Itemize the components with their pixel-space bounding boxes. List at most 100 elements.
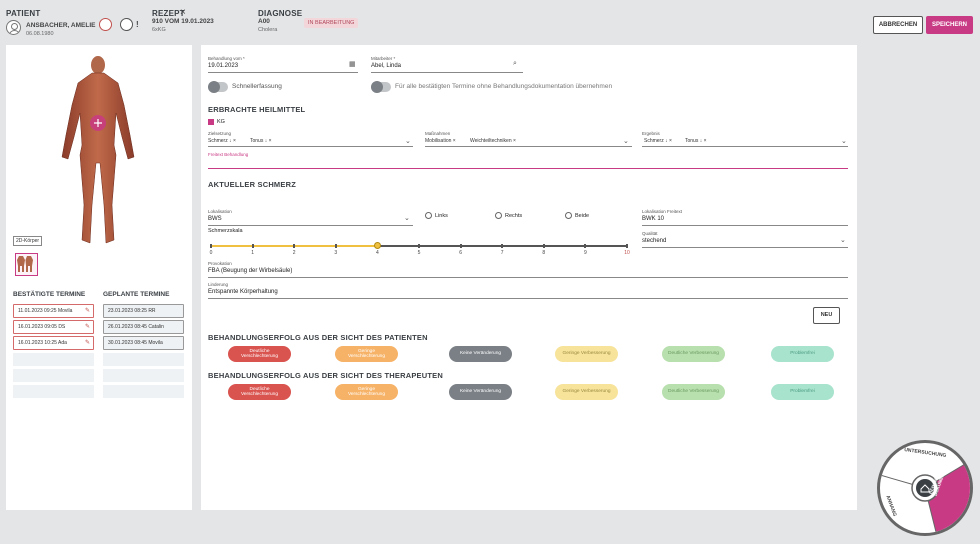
close-icon[interactable]: ×: [180, 7, 186, 18]
confirmed-appointment[interactable]: 16.01.2023 09:05 DS ✎: [13, 320, 94, 334]
outcome-option[interactable]: Geringe Verschlechterung: [335, 346, 398, 362]
section-remedies: ERBRACHTE HEILMITTEL: [208, 105, 306, 114]
localization-value[interactable]: BWS: [208, 216, 222, 222]
outcome-option[interactable]: Keine Veränderung: [449, 346, 512, 362]
medical-alert-icon[interactable]: [120, 18, 133, 31]
diagnosis-label: DIAGNOSE: [258, 9, 303, 18]
outcome-option[interactable]: Problemfrei: [771, 384, 834, 400]
scale-tick: [459, 244, 462, 248]
outcome-option[interactable]: Geringe Verbesserung: [555, 384, 618, 400]
scale-tick-label: 7: [500, 250, 504, 256]
radio-both[interactable]: [565, 212, 572, 219]
loc-free-label: Lokalisation Freitext: [642, 209, 683, 214]
calendar-icon[interactable]: ▦: [349, 61, 356, 68]
relief-label: Linderung: [208, 282, 229, 287]
result-chip[interactable]: Tonus ↓ ×: [685, 138, 707, 144]
outcome-option[interactable]: Geringe Verschlechterung: [335, 384, 398, 400]
chevron-down-icon[interactable]: ⌄: [840, 237, 846, 244]
date-value[interactable]: 19.01.2023: [208, 63, 239, 69]
empty-slot: [103, 385, 184, 398]
planned-title: GEPLANTE TERMINE: [103, 291, 170, 298]
scale-tick-label: 5: [417, 250, 421, 256]
patient-dob: 06.08.1980: [26, 31, 54, 37]
freetext-input[interactable]: [208, 168, 848, 169]
search-icon[interactable]: ⌕: [513, 60, 517, 67]
measures-chip[interactable]: Mobilisation ×: [425, 138, 456, 144]
measures-chip[interactable]: Weichteiltechniken ×: [470, 138, 516, 144]
confirmed-appointment[interactable]: 16.01.2023 10:25 Ada ✎: [13, 336, 94, 350]
edit-icon: ✎: [84, 340, 90, 346]
empty-slot: [13, 353, 94, 366]
localization-label: Lokalisation: [208, 209, 232, 214]
wheel-segment-documentation[interactable]: [925, 461, 970, 532]
body-thumbnail[interactable]: [15, 253, 38, 276]
scale-tick-label: 1: [251, 250, 254, 256]
outcome-option[interactable]: Deutliche Verbesserung: [662, 384, 725, 400]
confirmed-appointment[interactable]: 11.01.2023 09:25 Movila ✎: [13, 304, 94, 318]
kg-label: KG: [217, 119, 225, 125]
outcome-option[interactable]: Deutliche Verbesserung: [662, 346, 725, 362]
prescription-label: REZEPT: [152, 9, 185, 18]
scale-tick-label: 4: [376, 250, 379, 256]
chevron-down-icon[interactable]: ⌄: [841, 138, 847, 145]
apply-all-toggle[interactable]: [371, 81, 391, 93]
edit-icon: ✎: [84, 324, 90, 330]
employee-label: Mitarbeiter *: [371, 56, 396, 61]
radio-both-label: Beide: [575, 213, 590, 219]
quality-label: Qualität: [642, 231, 658, 236]
save-button[interactable]: SPEICHERN: [926, 16, 973, 34]
scale-handle[interactable]: [373, 242, 381, 249]
provocation-value[interactable]: FBA (Beugung der Wirbelsäule): [208, 268, 293, 274]
scale-tick: [584, 244, 587, 248]
patient-label: PATIENT: [6, 9, 41, 18]
pain-scale-slider[interactable]: 0 1 2 3 4 5 6 7 8 9 10: [210, 242, 630, 260]
prescription-value: 910 VOM 19.01.2023: [152, 18, 214, 25]
quick-entry-label: Schnellerfassung: [232, 83, 282, 90]
section-therapist-outcome: BEHANDLUNGSERFOLG AUS DER SICHT DES THER…: [208, 371, 443, 380]
freetext-label: Freitext Behandlung: [208, 152, 249, 157]
outcome-option[interactable]: Deutliche Verschlechterung: [228, 346, 291, 362]
employee-value[interactable]: Abel, Linda: [371, 63, 402, 69]
planned-appointment[interactable]: 23.01.2023 08:25 RR: [103, 304, 184, 318]
outcome-option[interactable]: Geringe Verbesserung: [555, 346, 618, 362]
cancel-button[interactable]: ABBRECHEN: [873, 16, 923, 34]
main-panel: Behandlung vom * 19.01.2023 ▦ Mitarbeite…: [201, 45, 857, 510]
chevron-down-icon[interactable]: ⌄: [623, 138, 629, 145]
planned-appointment[interactable]: 26.01.2023 08:45 Catalin: [103, 320, 184, 334]
empty-slot: [13, 385, 94, 398]
empty-slot: [103, 369, 184, 382]
outcome-option[interactable]: Deutliche Verschlechterung: [228, 384, 291, 400]
planned-appointment[interactable]: 30.01.2023 08:45 Movila: [103, 336, 184, 350]
scale-tick-label: 0: [209, 250, 213, 256]
chevron-down-icon[interactable]: ⌄: [404, 215, 410, 222]
scale-tick-label: 3: [334, 250, 338, 256]
empty-slot: [103, 353, 184, 366]
relief-value[interactable]: Entspannte Körperhaltung: [208, 289, 278, 295]
goal-chip[interactable]: Tonus ↓ ×: [250, 138, 272, 144]
status-badge: IN BEARBEITUNG: [304, 18, 359, 28]
chevron-down-icon[interactable]: ⌄: [405, 138, 411, 145]
empty-slot: [13, 369, 94, 382]
outcome-option[interactable]: Problemfrei: [771, 346, 834, 362]
section-patient-outcome: BEHANDLUNGSERFOLG AUS DER SICHT DES PATI…: [208, 333, 428, 342]
scale-tick-label: 10: [624, 250, 630, 256]
quality-value[interactable]: stechend: [642, 238, 667, 244]
new-button[interactable]: NEU: [813, 307, 840, 324]
result-label: Ergebnis: [642, 131, 660, 136]
result-chip[interactable]: Schmerz ↓ ×: [644, 138, 672, 144]
goal-chip[interactable]: Schmerz ↓ ×: [208, 138, 236, 144]
scale-tick: [334, 244, 337, 248]
scale-label: Schmerzskala: [208, 228, 243, 234]
diagnosis-name: Cholera: [258, 27, 278, 33]
outcome-option[interactable]: Keine Veränderung: [449, 384, 512, 400]
scale-tick-label: 6: [459, 250, 462, 256]
virus-icon[interactable]: [99, 18, 112, 31]
radio-right[interactable]: [495, 212, 502, 219]
radio-left-label: Links: [435, 213, 448, 219]
anatomy-body-image[interactable]: [58, 55, 138, 247]
loc-free-value[interactable]: BWK 10: [642, 216, 665, 222]
radio-right-label: Rechts: [505, 213, 523, 219]
body-view-toggle[interactable]: 2D-Körper: [13, 236, 43, 246]
quick-entry-toggle[interactable]: [208, 81, 228, 93]
radio-left[interactable]: [425, 212, 432, 219]
